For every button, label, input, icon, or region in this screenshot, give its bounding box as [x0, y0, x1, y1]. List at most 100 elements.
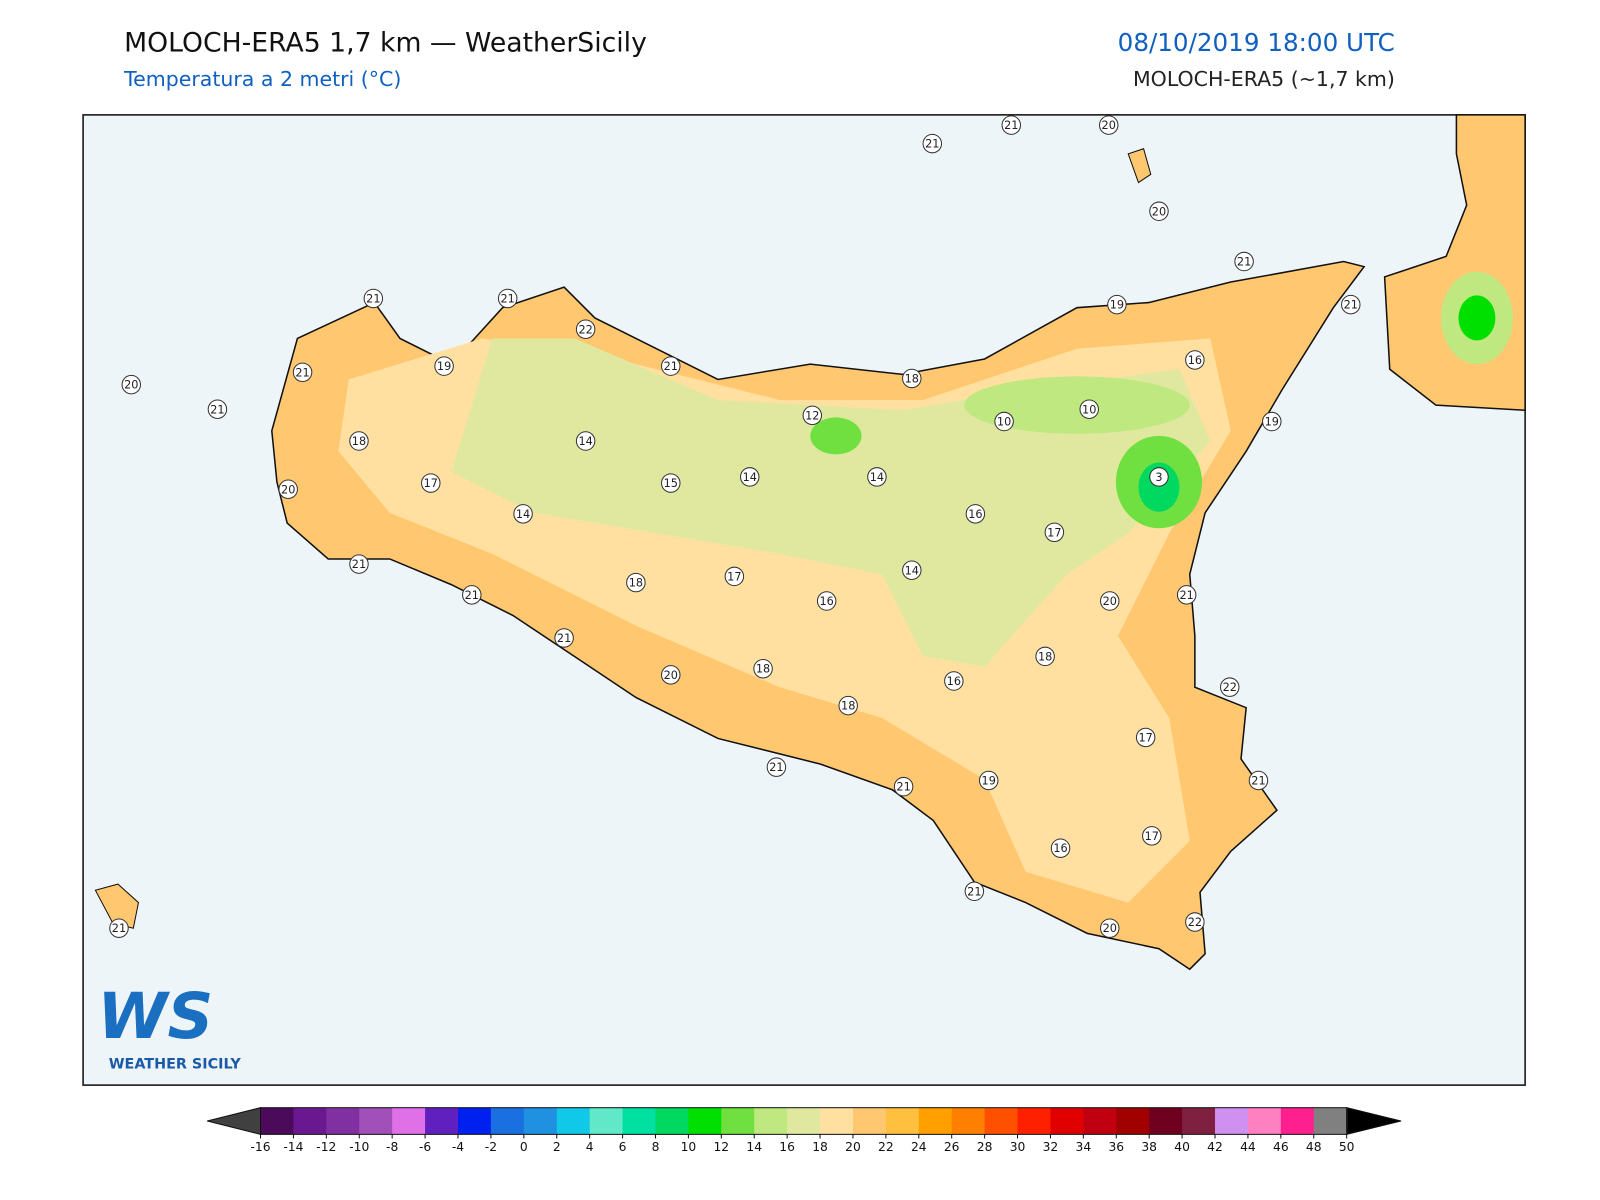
station-value: 16	[1188, 354, 1202, 367]
station: 15	[661, 473, 681, 493]
station-marker	[1234, 251, 1254, 272]
station: 17	[1044, 522, 1065, 543]
station-value: 21	[769, 761, 783, 774]
station: 21	[109, 918, 129, 938]
subtitle: Temperatura a 2 metri (°C)	[123, 67, 401, 91]
station: 20	[278, 479, 298, 499]
station-value: 22	[1223, 681, 1237, 694]
colorbar-cell	[1149, 1107, 1183, 1135]
colorbar-tick-label: 24	[911, 1140, 927, 1154]
station-marker	[1149, 201, 1169, 222]
colorbar-tick-label: 34	[1076, 1140, 1092, 1154]
station-value: 20	[664, 669, 678, 682]
station-value: 19	[982, 775, 996, 788]
station-marker	[922, 133, 943, 154]
colorbar-cell	[490, 1107, 525, 1135]
station-value: 21	[925, 138, 939, 151]
station-marker	[1341, 294, 1361, 315]
colorbar-tick-label: 50	[1339, 1140, 1355, 1154]
station-value: 15	[664, 477, 678, 490]
station-marker	[575, 431, 596, 451]
title: MOLOCH-ERA5 1,7 km — WeatherSicily	[124, 28, 647, 59]
logo-mark: WS	[97, 979, 213, 1053]
station-marker	[497, 288, 518, 309]
station-value: 18	[905, 372, 919, 385]
station-value: 18	[756, 663, 770, 676]
station-marker	[902, 560, 922, 580]
station: 10	[994, 411, 1014, 432]
station-value: 21	[112, 922, 126, 935]
station-value: 17	[1145, 830, 1159, 843]
station: 16	[816, 591, 837, 611]
station: 10	[1079, 399, 1099, 419]
station-value: 19	[1110, 299, 1124, 312]
station-value: 20	[1102, 119, 1116, 132]
colorbar-cell	[457, 1107, 492, 1135]
station: 21	[964, 881, 985, 902]
colorbar-tick-label: 4	[586, 1140, 594, 1154]
colorbar-cell	[885, 1107, 920, 1135]
station-value: 18	[352, 435, 366, 448]
station-value: 16	[968, 508, 982, 521]
station: 14	[575, 431, 596, 451]
station: 21	[922, 133, 943, 154]
station: 20	[1149, 201, 1169, 222]
colorbar-tick-label: 28	[977, 1140, 993, 1154]
station: 21	[893, 776, 914, 797]
station-marker	[838, 695, 858, 716]
station: 21	[363, 288, 384, 309]
colorbar-tick-label: 18	[812, 1140, 828, 1154]
logo-name: WEATHER SICILY	[109, 1057, 242, 1073]
station-value: 21	[501, 292, 515, 305]
station-marker	[626, 572, 646, 593]
station-marker	[867, 467, 887, 487]
colorbar-tick-label: 48	[1306, 1140, 1322, 1154]
station-marker	[740, 467, 760, 487]
station-marker	[513, 504, 533, 524]
station: 14	[867, 467, 887, 487]
station-value: 22	[578, 323, 592, 336]
station-marker	[349, 431, 369, 451]
colorbar-tick-label: 36	[1108, 1140, 1124, 1154]
station: 21	[766, 757, 787, 777]
station-value: 21	[557, 632, 571, 645]
station-marker	[434, 356, 454, 376]
colorbar-tick-label: 12	[713, 1140, 729, 1154]
station-marker	[554, 628, 574, 648]
station: 14	[740, 467, 760, 487]
station: 20	[121, 374, 142, 395]
colorbar-cell	[1313, 1107, 1348, 1135]
station: 22	[1219, 677, 1240, 697]
station-marker	[766, 757, 787, 777]
colorbar-tick-label: 44	[1240, 1140, 1256, 1154]
station-value: 20	[281, 483, 295, 496]
station-value: 21	[1179, 589, 1193, 602]
station: 20	[661, 665, 681, 685]
station: 19	[434, 356, 454, 376]
colorbar-tick-label: 16	[779, 1140, 795, 1154]
station: 22	[575, 319, 596, 339]
colorbar-cell	[1280, 1107, 1315, 1135]
colorbar-tick-label: 26	[944, 1140, 960, 1154]
colorbar-cell	[820, 1107, 854, 1135]
station-value: 17	[1138, 731, 1152, 744]
green-area	[1458, 295, 1496, 341]
datetime: 08/10/2019 18:00 UTC	[1118, 28, 1395, 57]
station: 16	[965, 504, 986, 524]
station-value: 20	[124, 379, 138, 392]
station-marker	[1176, 585, 1197, 605]
station: 21	[1001, 115, 1022, 135]
station: 18	[838, 695, 858, 716]
colorbar-tick-label: -2	[485, 1140, 497, 1154]
station-marker	[1185, 912, 1205, 932]
station-marker	[944, 671, 964, 691]
colorbar-cell	[787, 1107, 821, 1135]
colorbar-tick-label: -4	[452, 1140, 464, 1154]
station-value: 20	[1152, 205, 1166, 218]
station-marker	[121, 374, 142, 395]
station: 21	[207, 399, 228, 419]
station: 12	[802, 405, 823, 426]
station-marker	[1098, 115, 1119, 135]
colorbar-cell	[622, 1107, 656, 1135]
